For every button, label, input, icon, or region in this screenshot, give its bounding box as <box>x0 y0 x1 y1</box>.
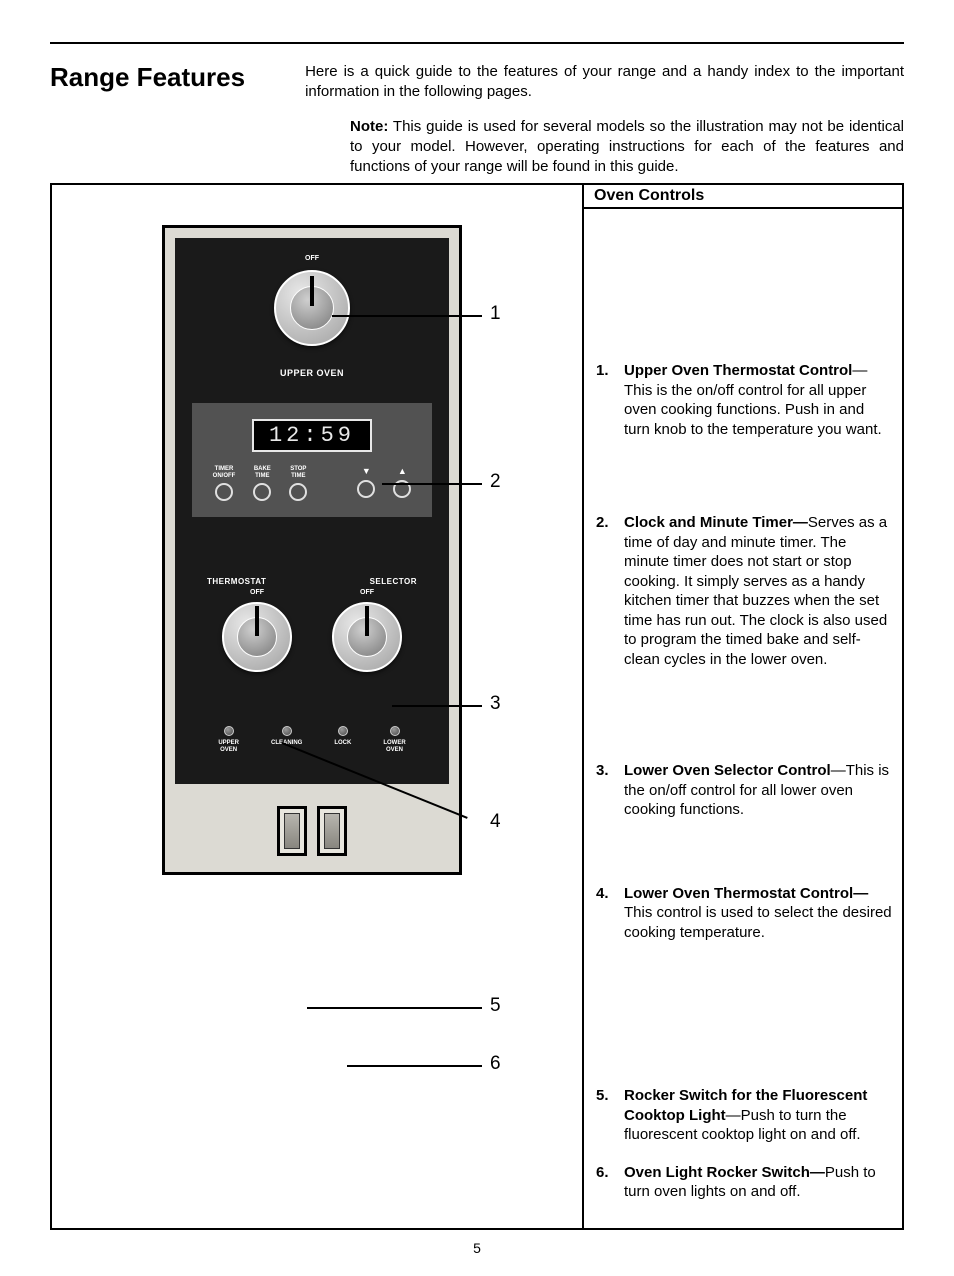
callout-6: 6 <box>490 1053 501 1075</box>
upper-oven-knob[interactable]: OFF <box>262 258 362 358</box>
top-rule <box>50 42 904 44</box>
note-body: This guide is used for several models so… <box>350 118 904 176</box>
timer-button[interactable] <box>215 483 233 501</box>
oven-light-rocker[interactable] <box>317 806 347 856</box>
indicator-dot <box>224 726 234 736</box>
knob-off-label: OFF <box>305 255 319 262</box>
callout-area: OFF UPPER OVEN 12:59 TIMERON/OFF <box>52 185 462 874</box>
indicator-row: UPPEROVEN CLEANING LOCK LOWEROVEN <box>218 726 405 753</box>
note-label: Note: <box>350 118 388 135</box>
legend-panel: Oven Controls 1.Upper Oven Thermostat Co… <box>582 185 902 1228</box>
note-text: Note: This guide is used for several mod… <box>350 117 904 178</box>
main-diagram-box: OFF UPPER OVEN 12:59 TIMERON/OFF <box>50 183 904 1230</box>
stop-label: STOPTIME <box>290 466 306 479</box>
callout-5: 5 <box>490 995 501 1017</box>
upper-indicator: UPPEROVEN <box>218 726 239 753</box>
page-number: 5 <box>50 1240 904 1256</box>
callout-line <box>307 1007 482 1009</box>
legend-item-text: Rocker Switch for the Fluorescent Cookto… <box>624 1086 894 1145</box>
bake-label: BAKETIME <box>254 466 271 479</box>
legend-item: 6.Oven Light Rocker Switch—Push to turn … <box>596 1159 894 1202</box>
legend-item: 5.Rocker Switch for the Fluorescent Cook… <box>596 956 894 1145</box>
timer-button-col: TIMERON/OFF <box>213 466 236 501</box>
down-button[interactable] <box>357 480 375 498</box>
timer-label: TIMERON/OFF <box>213 466 236 479</box>
selector-labels: THERMOSTAT SELECTOR <box>207 577 417 586</box>
legend-item-text: Lower Oven Selector Control—This is the … <box>624 761 894 820</box>
up-button-col: ▲ <box>393 466 411 498</box>
up-arrow-icon: ▲ <box>398 466 407 476</box>
down-arrow-icon: ▼ <box>362 466 371 476</box>
callout-line <box>347 1065 482 1067</box>
legend-item-num: 5. <box>596 1086 616 1145</box>
diagram-panel: OFF UPPER OVEN 12:59 TIMERON/OFF <box>52 185 582 1228</box>
control-device: OFF UPPER OVEN 12:59 TIMERON/OFF <box>162 225 462 874</box>
lower-selector-knob[interactable]: OFF <box>322 592 412 682</box>
rocker-row <box>165 794 459 872</box>
knob-pointer <box>255 606 259 636</box>
knob-pointer <box>365 606 369 636</box>
lower-knobs: OFF OFF <box>212 592 412 682</box>
bake-button[interactable] <box>253 483 271 501</box>
legend-item-num: 2. <box>596 513 616 669</box>
upper-bezel: OFF UPPER OVEN 12:59 TIMERON/OFF <box>175 238 449 783</box>
lower-thermo-knob[interactable]: OFF <box>212 592 302 682</box>
legend-item: 3.Lower Oven Selector Control—This is th… <box>596 683 894 820</box>
cleaning-indicator: CLEANING <box>271 726 302 753</box>
selector-label: SELECTOR <box>370 577 417 586</box>
upper-oven-label: UPPER OVEN <box>280 368 344 378</box>
clock-module: 12:59 TIMERON/OFF BAKETIME <box>192 403 432 517</box>
thermo-label: THERMOSTAT <box>207 577 266 586</box>
bake-button-col: BAKETIME <box>253 466 271 501</box>
indicator-label: CLEANING <box>271 740 302 747</box>
indicator-label: UPPEROVEN <box>218 740 239 753</box>
indicator-label: LOWEROVEN <box>383 740 405 753</box>
section-title: Range Features <box>50 62 245 93</box>
cooktop-light-rocker[interactable] <box>277 806 307 856</box>
intro-text: Here is a quick guide to the features of… <box>305 62 904 103</box>
legend-item-text: Upper Oven Thermostat Control—This is th… <box>624 361 894 439</box>
up-button[interactable] <box>393 480 411 498</box>
legend-item-num: 6. <box>596 1163 616 1202</box>
knob-pointer <box>310 276 314 306</box>
legend-item: 4.Lower Oven Thermostat Control—This con… <box>596 834 894 943</box>
lock-indicator: LOCK <box>334 726 351 753</box>
legend-item-num: 1. <box>596 361 616 439</box>
legend-item: 2.Clock and Minute Timer—Serves as a tim… <box>596 453 894 669</box>
legend-header: Oven Controls <box>584 185 902 209</box>
indicator-dot <box>282 726 292 736</box>
callout-3: 3 <box>490 693 501 715</box>
legend-item-text: Oven Light Rocker Switch—Push to turn ov… <box>624 1163 894 1202</box>
stop-button-col: STOPTIME <box>289 466 307 501</box>
callout-1: 1 <box>490 303 501 325</box>
legend-item-text: Clock and Minute Timer—Serves as a time … <box>624 513 894 669</box>
callout-4: 4 <box>490 811 501 833</box>
clock-button-row: TIMERON/OFF BAKETIME STOPTIME <box>213 466 412 501</box>
legend-item-num: 4. <box>596 884 616 943</box>
callout-2: 2 <box>490 471 501 493</box>
legend-items: 1.Upper Oven Thermostat Control—This is … <box>584 209 902 1228</box>
legend-item-num: 3. <box>596 761 616 820</box>
down-button-col: ▼ <box>357 466 375 498</box>
header-row: Range Features Here is a quick guide to … <box>50 62 904 103</box>
knob-off-label: OFF <box>250 589 264 596</box>
stop-button[interactable] <box>289 483 307 501</box>
indicator-label: LOCK <box>334 740 351 747</box>
lower-indicator: LOWEROVEN <box>383 726 405 753</box>
indicator-dot <box>390 726 400 736</box>
manual-page: Range Features Here is a quick guide to … <box>0 0 954 1276</box>
indicator-dot <box>338 726 348 736</box>
clock-display: 12:59 <box>252 419 372 452</box>
legend-item: 1.Upper Oven Thermostat Control—This is … <box>596 221 894 439</box>
knob-off-label: OFF <box>360 589 374 596</box>
legend-item-text: Lower Oven Thermostat Control—This contr… <box>624 884 894 943</box>
